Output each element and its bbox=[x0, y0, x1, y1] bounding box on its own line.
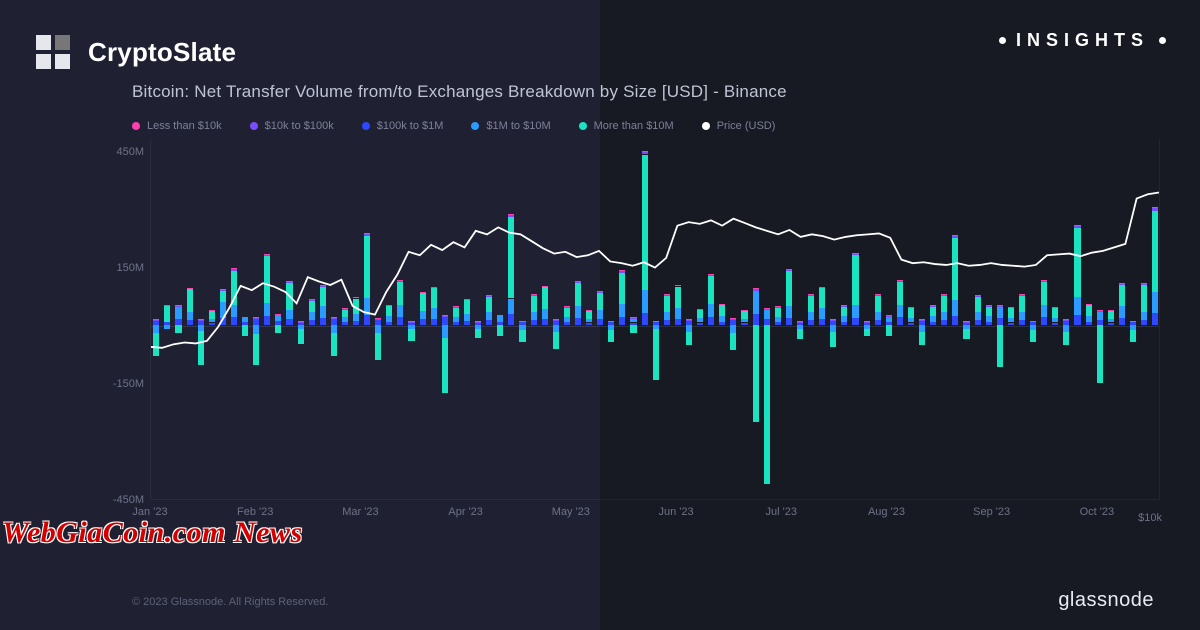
legend-label: Price (USD) bbox=[717, 120, 776, 132]
legend-label: More than $10M bbox=[594, 120, 674, 132]
legend-swatch bbox=[471, 122, 479, 130]
legend-item: More than $10M bbox=[579, 120, 674, 132]
y-axis-labels: 450M 150M -150M -450M bbox=[100, 140, 150, 530]
right-axis-note: $10k bbox=[1138, 512, 1162, 524]
brand-name: CryptoSlate bbox=[88, 37, 236, 68]
legend-item: $1M to $10M bbox=[471, 120, 550, 132]
insights-label: INSIGHTS bbox=[1016, 30, 1149, 51]
legend-item: Price (USD) bbox=[702, 120, 776, 132]
x-tick-label: Mar '23 bbox=[342, 506, 378, 518]
legend-swatch bbox=[250, 122, 258, 130]
legend-swatch bbox=[362, 122, 370, 130]
watermark-news: News bbox=[234, 516, 303, 549]
x-tick-label: May '23 bbox=[552, 506, 590, 518]
legend-label: $100k to $1M bbox=[377, 120, 444, 132]
x-tick-label: Jul '23 bbox=[766, 506, 797, 518]
legend-swatch bbox=[132, 122, 140, 130]
y-tick-label: 150M bbox=[116, 262, 144, 274]
legend-swatch bbox=[702, 122, 710, 130]
legend-label: $1M to $10M bbox=[486, 120, 550, 132]
page: CryptoSlate INSIGHTS Bitcoin: Net Transf… bbox=[0, 0, 1200, 630]
legend-swatch bbox=[579, 122, 587, 130]
y-tick-label: 450M bbox=[116, 146, 144, 158]
x-tick-label: Oct '23 bbox=[1080, 506, 1115, 518]
dot-icon bbox=[999, 37, 1006, 44]
legend-label: Less than $10k bbox=[147, 120, 222, 132]
x-tick-label: Jun '23 bbox=[658, 506, 693, 518]
legend-item: $10k to $100k bbox=[250, 120, 334, 132]
x-tick-label: Apr '23 bbox=[448, 506, 483, 518]
x-tick-label: Aug '23 bbox=[868, 506, 905, 518]
glassnode-logo: glassnode bbox=[1058, 589, 1154, 612]
watermark-site: WebGiaCoin.com bbox=[2, 516, 234, 549]
copyright: © 2023 Glassnode. All Rights Reserved. bbox=[132, 596, 328, 608]
y-tick-label: -450M bbox=[113, 494, 144, 506]
legend-item: $100k to $1M bbox=[362, 120, 444, 132]
cryptoslate-logo-icon bbox=[36, 35, 70, 69]
y-tick-label: -150M bbox=[113, 378, 144, 390]
price-line bbox=[151, 140, 1159, 499]
x-tick-label: Sep '23 bbox=[973, 506, 1010, 518]
dot-icon bbox=[1159, 37, 1166, 44]
watermark: WebGiaCoin.com News bbox=[2, 516, 303, 550]
chart-title: Bitcoin: Net Transfer Volume from/to Exc… bbox=[132, 82, 787, 102]
insights-tag: INSIGHTS bbox=[999, 30, 1166, 51]
legend-item: Less than $10k bbox=[132, 120, 222, 132]
plot-area bbox=[150, 140, 1160, 500]
legend: Less than $10k $10k to $100k $100k to $1M $… bbox=[132, 120, 775, 132]
chart: 450M150M-150M-450M Jan '23Feb '23Mar '23… bbox=[100, 140, 1160, 530]
legend-label: $10k to $100k bbox=[265, 120, 334, 132]
